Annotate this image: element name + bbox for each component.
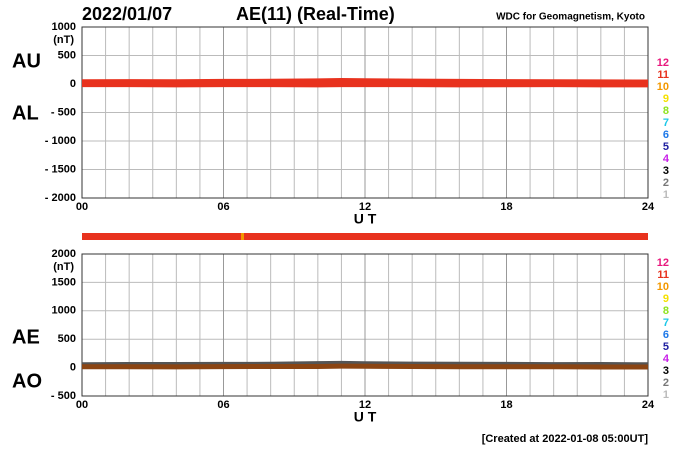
legend-label: 9 [663, 293, 669, 305]
y-tick-label: 1000 [52, 305, 76, 317]
legend-label: 3 [663, 165, 669, 177]
legend-label: 5 [663, 341, 669, 353]
source: WDC for Geomagnetism, Kyoto [496, 12, 645, 23]
legend-label: 9 [663, 93, 669, 105]
y-tick-label: 1500 [52, 276, 76, 288]
legend-label: 2 [663, 377, 669, 389]
legend-label: 8 [663, 305, 669, 317]
legend-label: 7 [663, 117, 669, 129]
legend-label: 11 [657, 69, 669, 81]
x-tick-label: 12 [359, 399, 371, 411]
series-name: AO [12, 370, 42, 392]
y-tick-label: - 500 [51, 106, 76, 118]
legend-label: 11 [657, 269, 669, 281]
legend-label: 2 [663, 177, 669, 189]
series-name: AE [12, 326, 40, 348]
legend-label: 1 [663, 389, 669, 401]
legend-label: 10 [657, 281, 669, 293]
y-unit: (nT) [53, 261, 74, 273]
legend-label: 10 [657, 81, 669, 93]
legend-label: 1 [663, 189, 669, 201]
y-tick-label: 0 [70, 362, 76, 374]
legend-label: 3 [663, 365, 669, 377]
station-bar-marker [241, 233, 244, 240]
x-tick-label: 00 [76, 399, 88, 411]
y-tick-label: - 1500 [45, 163, 76, 175]
footer: [Created at 2022-01-08 05:00UT] [482, 433, 649, 445]
y-tick-label: 2000 [52, 248, 76, 260]
legend-label: 8 [663, 105, 669, 117]
legend-label: 4 [663, 153, 670, 165]
x-label: U T [354, 211, 377, 227]
legend-label: 6 [663, 329, 669, 341]
x-tick-label: 18 [500, 399, 512, 411]
x-tick-label: 06 [217, 201, 229, 213]
y-unit: (nT) [53, 34, 74, 46]
x-tick-label: 24 [642, 399, 655, 411]
legend-label: 12 [657, 257, 669, 269]
legend-label: 4 [663, 353, 670, 365]
series-name: AL [12, 102, 39, 124]
x-tick-label: 18 [500, 201, 512, 213]
y-tick-label: 500 [58, 333, 76, 345]
x-label: U T [354, 409, 377, 425]
x-tick-label: 00 [76, 201, 88, 213]
legend-label: 7 [663, 317, 669, 329]
series-line [81, 77, 649, 85]
title: AE(11) (Real-Time) [236, 4, 395, 24]
x-tick-label: 24 [642, 201, 655, 213]
plot-frame [81, 253, 649, 397]
legend-label: 12 [657, 57, 669, 69]
y-tick-label: - 1000 [45, 135, 76, 147]
station-bar [82, 233, 648, 240]
legend-label: 5 [663, 141, 669, 153]
x-tick-label: 06 [217, 399, 229, 411]
y-tick-label: - 500 [51, 390, 76, 402]
series-line [82, 363, 649, 370]
plot-frame [81, 26, 649, 199]
legend-label: 6 [663, 129, 669, 141]
series-name: AU [12, 50, 41, 72]
x-tick-label: 12 [359, 201, 371, 213]
date: 2022/01/07 [82, 4, 172, 24]
y-tick-label: - 2000 [45, 192, 76, 204]
y-tick-label: 1000 [52, 21, 76, 33]
y-tick-label: 500 [58, 49, 76, 61]
y-tick-label: 0 [70, 78, 76, 90]
